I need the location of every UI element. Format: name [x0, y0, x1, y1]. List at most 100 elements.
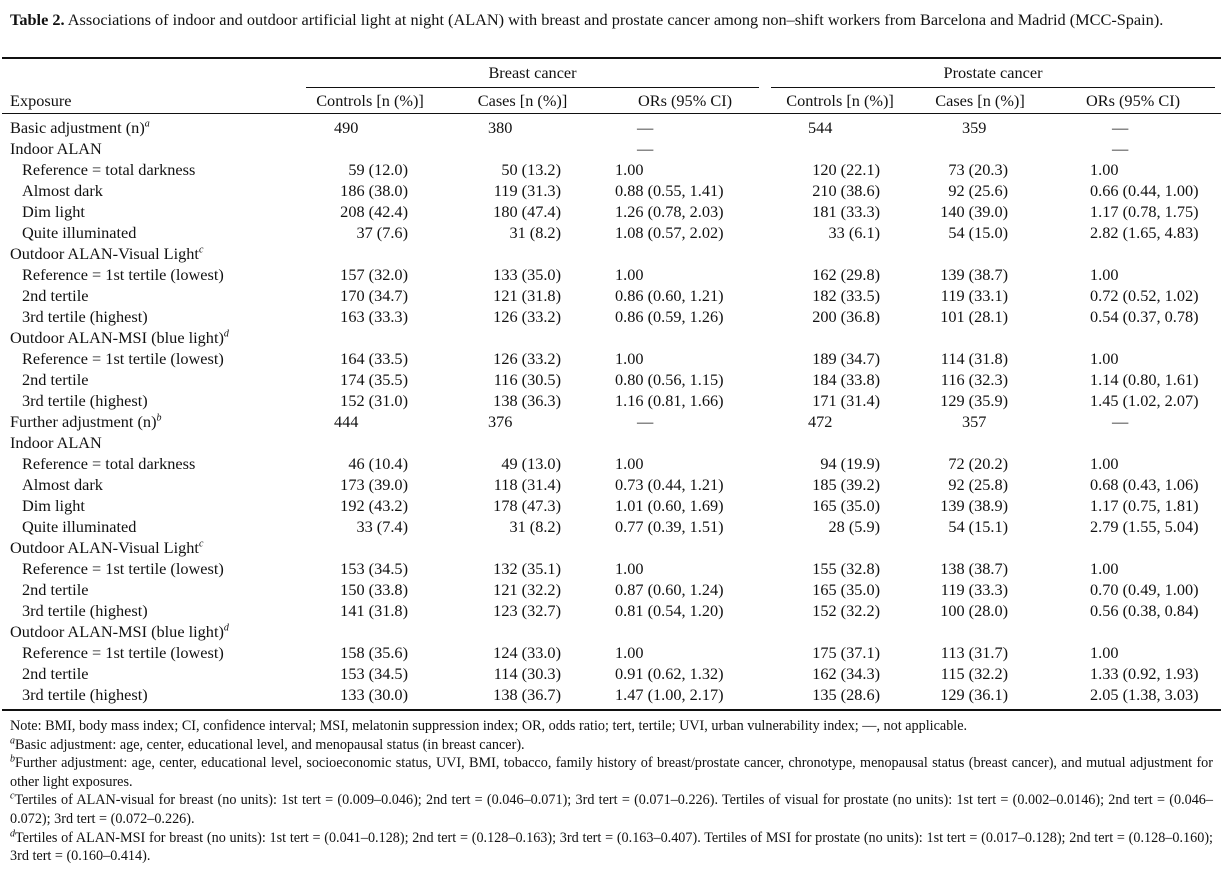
table-cell: 0.56 (0.38, 0.84) [1090, 601, 1199, 620]
column-header: Cases [n (%)] [915, 88, 1046, 114]
empty-cell [300, 138, 440, 159]
footnote-mark: b [10, 753, 15, 765]
empty-cell [300, 243, 440, 264]
empty-cell [765, 621, 915, 642]
footnote-text: Tertiles of ALAN-visual for breast (no u… [10, 792, 1213, 827]
table-cell: 1.00 [1090, 643, 1119, 662]
row-label-text: Indoor ALAN [10, 433, 102, 452]
row-label-text: 2nd tertile [22, 370, 89, 389]
row-label: 3rd tertile (highest) [2, 684, 300, 711]
table-cell: 72 (20.2) [948, 454, 1009, 473]
empty-cell [605, 537, 765, 558]
table-cell: 114 (30.3) [493, 664, 561, 683]
table-cell: 152 (32.2) [812, 601, 881, 620]
table-cell: 31 (8.2) [509, 223, 561, 242]
row-label-text: Basic adjustment (n) [10, 118, 145, 137]
row-label: 3rd tertile (highest) [2, 306, 300, 327]
table-cell: 0.73 (0.44, 1.21) [615, 475, 724, 494]
table-cell: 115 (32.2) [940, 664, 1009, 683]
empty-cell [440, 432, 605, 453]
table-title: Table 2. Associations of indoor and outd… [10, 9, 1210, 31]
table-cell: 138 (38.7) [940, 559, 1009, 578]
table-cell: 46 (10.4) [348, 454, 408, 473]
table-row: Indoor ALAN — — [2, 138, 1221, 159]
table-cell: 139 (38.9) [940, 496, 1009, 515]
table-row: 3rd tertile (highest) 152 (31.0) 138 (36.3… [2, 390, 1221, 411]
table-cell: 0.86 (0.60, 1.21) [615, 286, 724, 305]
table-cell: 162 (34.3) [812, 664, 881, 683]
row-label: Quite illuminated [2, 516, 300, 537]
table-row: Outdoor ALAN-Visual Lightc [2, 537, 1221, 558]
row-label-text: Outdoor ALAN-Visual Light [10, 244, 199, 263]
table-cell: 92 (25.6) [948, 181, 1009, 200]
row-label: 3rd tertile (highest) [2, 390, 300, 411]
table-row: Almost dark 186 (38.0) 119 (31.3) 0.88 (0.5… [2, 180, 1221, 201]
table-row: 3rd tertile (highest) 141 (31.8) 123 (32.7… [2, 600, 1221, 621]
table-cell: 185 (39.2) [812, 475, 881, 494]
row-label-text: 2nd tertile [22, 664, 89, 683]
table-cell: 544 [808, 118, 833, 137]
footnote: aBasic adjustment: age, center, educatio… [10, 734, 1213, 755]
row-label-text: Reference = 1st tertile (lowest) [22, 349, 224, 368]
table-cell: 0.80 (0.56, 1.15) [615, 370, 724, 389]
table-row: Dim light 208 (42.4) 180 (47.4) 1.26 (0.78,… [2, 201, 1221, 222]
row-label-text: Almost dark [22, 475, 103, 494]
footnote-mark: a [144, 118, 150, 130]
table-cell: 1.26 (0.78, 2.03) [615, 202, 724, 221]
empty-cell [765, 537, 915, 558]
row-label-text: 3rd tertile (highest) [22, 685, 148, 704]
row-label-text: 2nd tertile [22, 286, 89, 305]
table-cell: 1.45 (1.02, 2.07) [1090, 391, 1199, 410]
row-label: Indoor ALAN [2, 138, 300, 159]
footnote-mark: a [10, 734, 15, 746]
table-cell: 141 (31.8) [340, 601, 408, 620]
table-row: 2nd tertile 170 (34.7) 121 (31.8) 0.86 (0.6… [2, 285, 1221, 306]
table-cell: — [637, 139, 654, 158]
table-cell: 200 (36.8) [812, 307, 881, 326]
table-cell: 100 (28.0) [940, 601, 1009, 620]
empty-cell [915, 621, 1045, 642]
empty-cell [915, 327, 1045, 348]
row-label-text: Indoor ALAN [10, 139, 102, 158]
row-label-text: 3rd tertile (highest) [22, 307, 148, 326]
table-cell: 1.14 (0.80, 1.61) [1090, 370, 1199, 389]
footnote-mark: d [223, 328, 229, 340]
empty-cell [440, 243, 605, 264]
table-cell: 180 (47.4) [493, 202, 561, 221]
table-row: Almost dark 173 (39.0) 118 (31.4) 0.73 (0.4… [2, 474, 1221, 495]
row-label-text: Almost dark [22, 181, 103, 200]
row-label: Dim light [2, 201, 300, 222]
table-cell: 126 (33.2) [493, 307, 561, 326]
table-cell: 37 (7.6) [356, 223, 408, 242]
table-cell: 0.81 (0.54, 1.20) [615, 601, 724, 620]
table-row: Reference = 1st tertile (lowest) 158 (35.… [2, 642, 1221, 663]
row-label: Outdoor ALAN-MSI (blue light)d [2, 621, 300, 642]
table-cell: 119 (33.3) [940, 580, 1009, 599]
row-label-text: 3rd tertile (highest) [22, 391, 148, 410]
row-label-text: Reference = 1st tertile (lowest) [22, 643, 224, 662]
table-cell: 1.17 (0.78, 1.75) [1090, 202, 1199, 221]
empty-cell [765, 327, 915, 348]
table-cell: 0.72 (0.52, 1.02) [1090, 286, 1199, 305]
row-label: Reference = total darkness [2, 159, 300, 180]
footnote: dTertiles of ALAN-MSI for breast (no uni… [10, 828, 1213, 866]
table-cell: 1.47 (1.00, 2.17) [605, 684, 766, 711]
row-label: Reference = 1st tertile (lowest) [2, 642, 300, 663]
table-cell: 444 [334, 412, 359, 431]
table-cell: 0.70 (0.49, 1.00) [1090, 580, 1199, 599]
table-cell: 164 (33.5) [340, 349, 408, 368]
table-cell: 50 (13.2) [501, 160, 561, 179]
table-cell: 165 (35.0) [812, 580, 881, 599]
table-cell: — [1112, 118, 1129, 137]
table-cell: 163 (33.3) [340, 307, 408, 326]
empty-cell [1045, 537, 1221, 558]
row-label: 2nd tertile [2, 663, 300, 684]
footnote-text: Basic adjustment: age, center, education… [15, 736, 525, 753]
row-label: 2nd tertile [2, 579, 300, 600]
table-row: 2nd tertile 174 (35.5) 116 (30.5) 0.80 (0.5… [2, 369, 1221, 390]
table-cell: 59 (12.0) [348, 160, 408, 179]
table-cell: 357 [962, 412, 987, 431]
row-label-text: Reference = total darkness [22, 454, 196, 473]
empty-cell [300, 621, 440, 642]
column-header: ORs (95% CI) [605, 88, 766, 114]
